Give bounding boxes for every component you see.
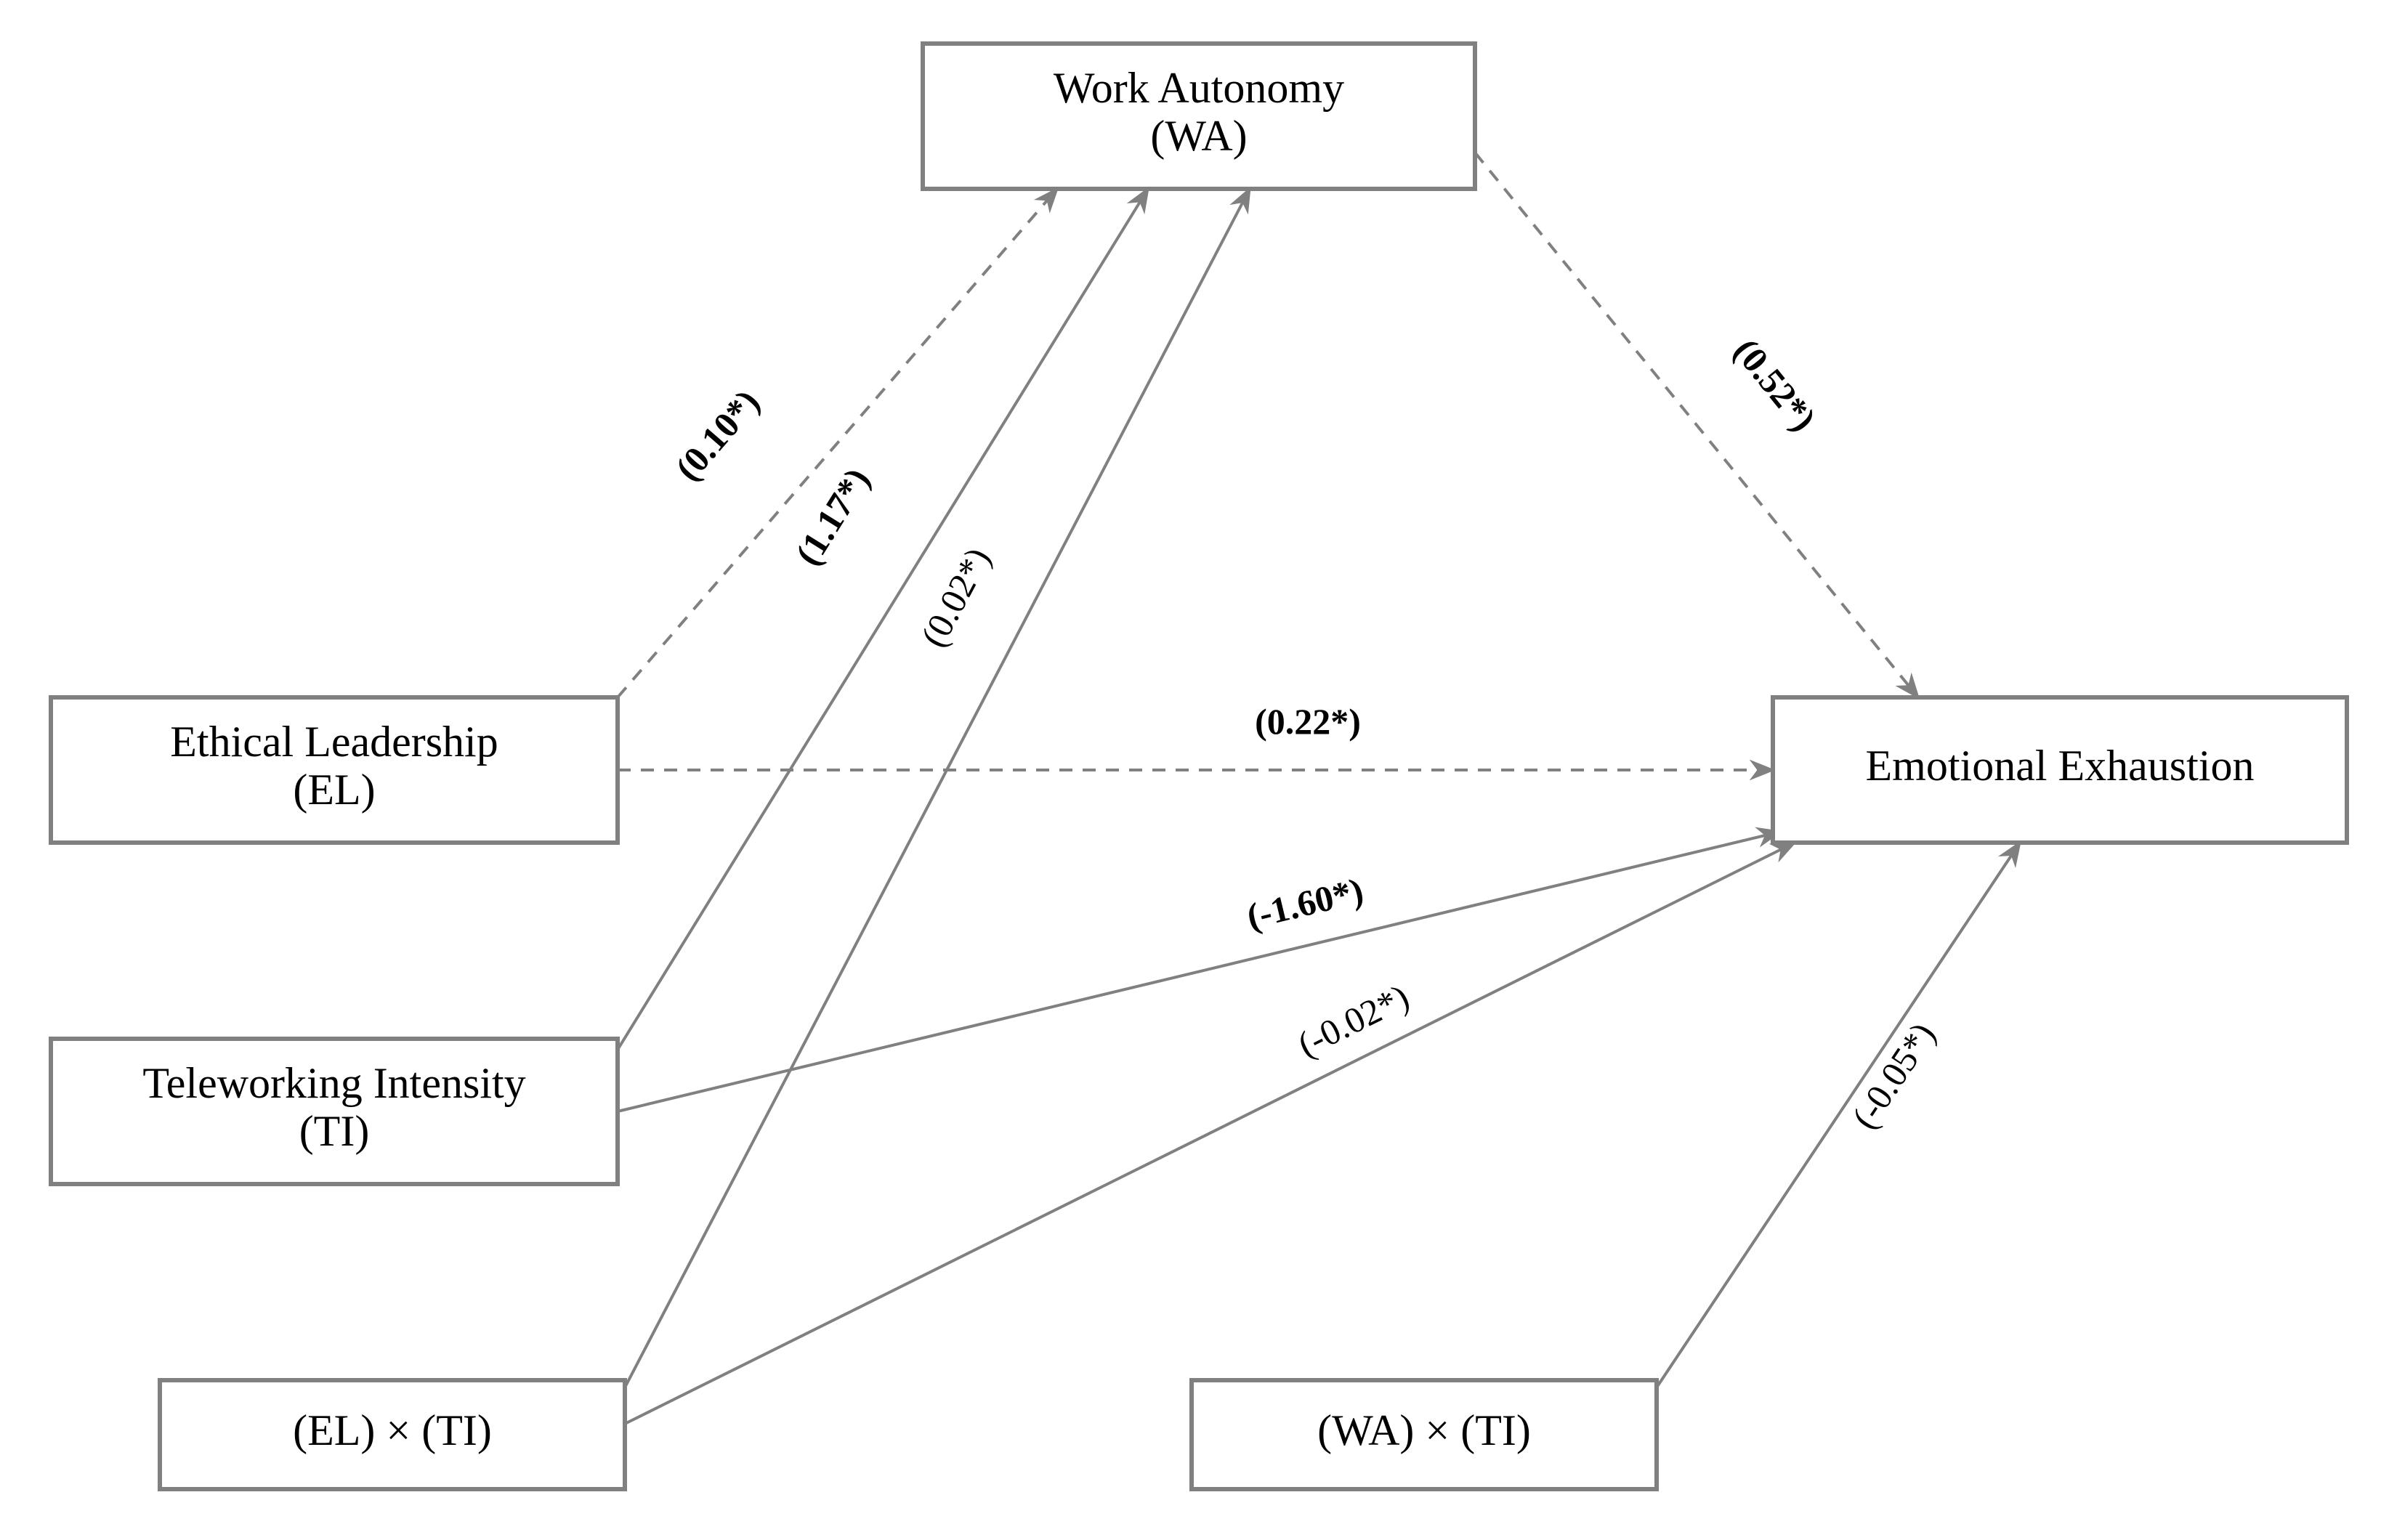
node-wa-label-2: (WA) xyxy=(1150,112,1247,160)
edge-ti_wa xyxy=(618,189,1148,1050)
edge-label-ti_ee: (-1.60*) xyxy=(1243,870,1367,936)
node-ti-label-2: (TI) xyxy=(299,1107,370,1155)
edge-label-elti_wa: (0.02*) xyxy=(913,541,998,654)
node-ti: Teleworking Intensity(TI) xyxy=(51,1039,618,1184)
edge-elti_wa xyxy=(625,189,1250,1387)
node-ti-label-1: Teleworking Intensity xyxy=(142,1059,525,1107)
edge-label-el_ee: (0.22*) xyxy=(1255,701,1361,742)
node-wa-label-1: Work Autonomy xyxy=(1054,64,1344,112)
path-diagram: (0.10*)(1.17*) (0.02*) (0.52*) (0.22*) (-1.6… xyxy=(0,0,2397,1540)
edge-label-el_wa: (0.10*) xyxy=(667,381,767,488)
node-el-label-2: (EL) xyxy=(293,766,375,814)
edge-label-ti_wa: (1.17*) xyxy=(787,461,878,572)
edge-label-wa_ee: (0.52*) xyxy=(1726,331,1824,439)
node-ee: Emotional Exhaustion xyxy=(1773,697,2347,843)
edge-ti_ee xyxy=(618,832,1780,1111)
node-ee-label-1: Emotional Exhaustion xyxy=(1866,742,2255,790)
nodes-layer: Work Autonomy(WA) Ethical Leadership(EL) T… xyxy=(51,44,2347,1489)
edge-wa_ee xyxy=(1475,153,1918,697)
node-el: Ethical Leadership(EL) xyxy=(51,697,618,843)
node-el-label-1: Ethical Leadership xyxy=(170,718,498,766)
node-el_ti-label-1: (EL) × (TI) xyxy=(293,1406,492,1454)
node-wa: Work Autonomy(WA) xyxy=(923,44,1475,189)
node-wa_ti-label-1: (WA) × (TI) xyxy=(1317,1406,1531,1454)
edge-wati_ee xyxy=(1657,843,2020,1387)
node-wa_ti: (WA) × (TI) xyxy=(1192,1380,1657,1489)
node-el_ti: (EL) × (TI) xyxy=(160,1380,625,1489)
edge-label-elti_ee: (-0.02*) xyxy=(1291,976,1415,1065)
edge-elti_ee xyxy=(625,843,1795,1424)
